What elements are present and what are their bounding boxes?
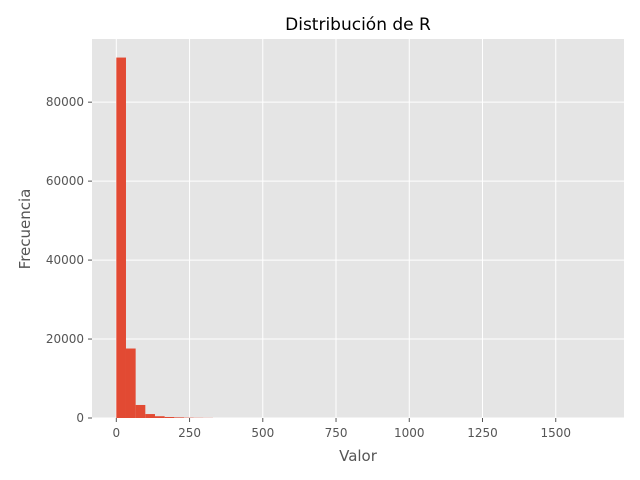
x-tick-label: 750: [325, 426, 348, 440]
y-tick-label: 80000: [46, 95, 84, 109]
histogram-bar: [135, 404, 146, 418]
y-tick-label: 60000: [46, 174, 84, 188]
x-axis-ticks: 0 250 500 750 1000 1250 1500: [112, 418, 571, 440]
y-tick-label: 20000: [46, 332, 84, 346]
histogram-bar: [174, 417, 184, 418]
plot-area: [92, 39, 624, 418]
y-tick-label: 40000: [46, 253, 84, 267]
x-tick-label: 500: [251, 426, 274, 440]
y-tick-label: 0: [76, 411, 84, 425]
histogram-bar: [164, 417, 175, 418]
y-axis-label: Frecuencia: [16, 189, 34, 270]
histogram-bar: [116, 57, 126, 419]
chart-title: Distribución de R: [285, 15, 431, 35]
x-tick-label: 1500: [540, 426, 571, 440]
x-tick-label: 0: [112, 426, 120, 440]
x-tick-label: 250: [178, 426, 201, 440]
histogram-bar: [125, 348, 136, 418]
grid-lines: [92, 39, 624, 419]
histogram-bar: [145, 414, 155, 418]
x-tick-label: 1250: [467, 426, 498, 440]
x-axis-label: Valor: [339, 447, 378, 465]
histogram-bars: [116, 57, 213, 419]
y-axis-ticks: 0 20000 40000 60000 80000: [46, 95, 92, 425]
histogram-bar: [154, 416, 165, 418]
x-tick-label: 1000: [394, 426, 425, 440]
